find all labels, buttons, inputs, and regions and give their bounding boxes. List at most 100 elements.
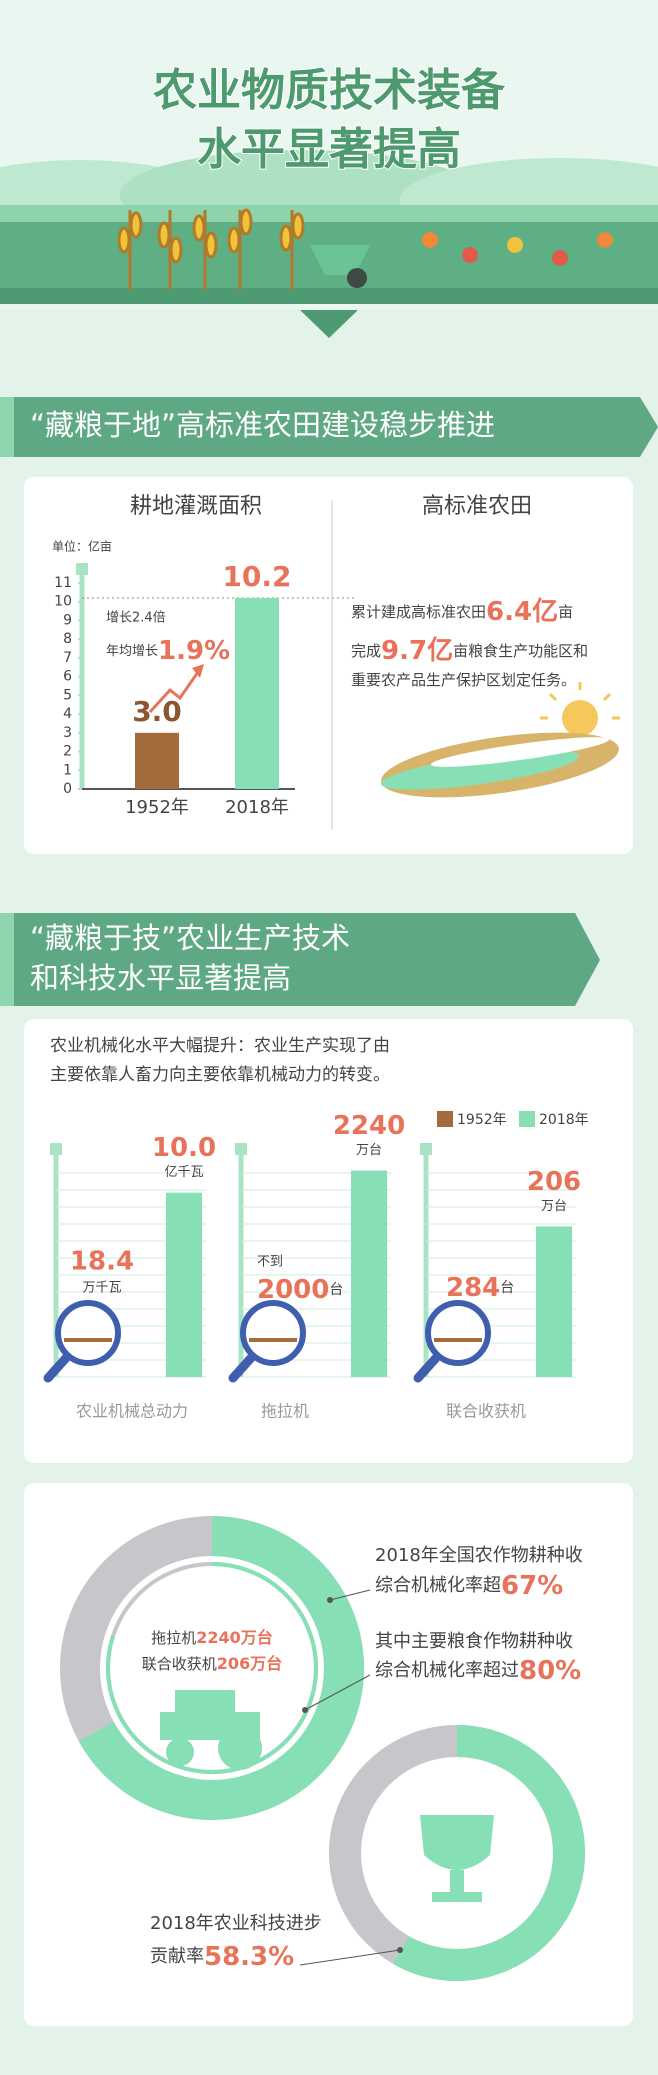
ring-caption: 2018年农业科技进步	[150, 1913, 322, 1934]
trophy-icon	[420, 1815, 494, 1902]
value-label: 2000台	[257, 1275, 343, 1305]
panel-label: 农业机械总动力	[76, 1402, 188, 1421]
text-part: 综合机械化率超过	[375, 1660, 519, 1681]
text-part: 重要农产品生产保护区划定任务。	[351, 671, 576, 689]
leader-dot	[397, 1947, 403, 1953]
y-tick-label: 0	[63, 781, 72, 797]
value-label: 3.0	[132, 695, 182, 728]
value-label: 2240	[333, 1111, 405, 1141]
header-scenery	[0, 0, 658, 338]
text-part: 2240万台	[196, 1628, 273, 1647]
ring-caption: 综合机械化率超67%	[375, 1571, 563, 1601]
panel-title: 高标准农田	[422, 494, 532, 519]
text-part: 拖拉机	[151, 1629, 196, 1647]
x-tick-label: 2018年	[225, 797, 289, 818]
legend-label: 1952年	[457, 1112, 507, 1128]
bar	[536, 1226, 572, 1377]
page-title: 水平显著提高	[197, 124, 461, 175]
bar	[351, 1170, 387, 1377]
leader-line	[299, 1949, 401, 1966]
unit-label: 单位：亿亩	[52, 539, 112, 554]
ring-arc	[393, 1725, 585, 1981]
ring-caption: 2018年全国农作物耕种收	[375, 1545, 583, 1566]
text-part: 206万台	[217, 1654, 282, 1673]
value-label: 18.4	[70, 1247, 134, 1277]
leader-dot	[302, 1707, 308, 1713]
text-part: 年均增长	[106, 644, 158, 659]
axis-cap	[420, 1143, 432, 1155]
unit-label: 万千瓦	[82, 1281, 121, 1296]
annotation: 增长2.4倍	[106, 611, 166, 626]
intro-text: 农业机械化水平大幅提升：农业生产实现了由	[50, 1036, 390, 1056]
page-title: 农业物质技术装备	[153, 65, 506, 116]
value-label: 284台	[446, 1273, 514, 1303]
section-banner: 和科技水平显著提高	[30, 961, 291, 995]
magnifier-handle	[413, 1353, 441, 1383]
y-tick-label: 11	[54, 575, 72, 591]
farmland-text: 重要农产品生产保护区划定任务。	[351, 671, 576, 689]
magnifier-handle	[43, 1353, 71, 1383]
legend-swatch	[519, 1111, 535, 1127]
text-part: 贡献率	[150, 1946, 204, 1967]
y-tick-label: 8	[63, 631, 72, 647]
section-banner: “藏粮于技”农业生产技术	[30, 921, 350, 955]
text-part: 80%	[519, 1656, 581, 1686]
unit-label: 万台	[356, 1143, 382, 1158]
trend-arrowhead	[192, 664, 204, 678]
center-text: 联合收获机206万台	[142, 1654, 282, 1673]
text-part: 9.7亿	[381, 636, 453, 666]
leader-dot	[327, 1597, 333, 1603]
axis-cap	[235, 1143, 247, 1155]
magnifier-lens	[55, 1300, 121, 1366]
section-banner: “藏粮于地”高标准农田建设稳步推进	[30, 408, 495, 442]
text-part: 累计建成高标准农田	[351, 603, 486, 621]
value-label: 10.2	[222, 560, 291, 593]
value-label: 206	[527, 1167, 581, 1197]
text-part: 6.4亿	[486, 597, 558, 627]
center-text: 拖拉机2240万台	[151, 1628, 273, 1647]
y-tick-label: 5	[63, 687, 72, 703]
farmland-text: 完成9.7亿亩粮食生产功能区和	[351, 636, 588, 666]
magnifier-handle	[228, 1353, 256, 1383]
leader-line	[329, 1589, 371, 1601]
annotation: 年均增长1.9%	[106, 636, 230, 666]
trend-arrow	[148, 671, 200, 714]
text-part: 67%	[501, 1571, 563, 1601]
text-part: 1.9%	[158, 636, 230, 666]
y-tick-label: 1	[63, 762, 72, 778]
tractor-icon	[160, 1690, 262, 1770]
magnifier-lens	[240, 1300, 306, 1366]
y-tick-label: 3	[63, 725, 72, 741]
card	[24, 477, 633, 854]
text-part: 联合收获机	[142, 1655, 217, 1673]
magnifier-lens	[425, 1300, 491, 1366]
ring-arc	[106, 1562, 318, 1774]
bar	[135, 732, 179, 789]
y-tick-label: 7	[63, 650, 72, 666]
banner-shapes	[0, 397, 658, 1006]
leader-line	[304, 1674, 371, 1711]
text-part: 亩粮食生产功能区和	[453, 642, 588, 660]
x-tick-label: 1952年	[125, 797, 189, 818]
text-part: 284	[446, 1273, 500, 1303]
panel-label: 联合收获机	[446, 1402, 526, 1421]
y-tick-label: 2	[63, 744, 72, 760]
axis-cap	[76, 563, 88, 575]
text-part: 综合机械化率超	[375, 1575, 501, 1596]
bar	[166, 1192, 202, 1377]
field-illustration	[380, 682, 620, 798]
bar	[235, 597, 279, 789]
value-label: 10.0	[152, 1133, 216, 1163]
legend-swatch	[437, 1111, 453, 1127]
axis-cap	[50, 1143, 62, 1155]
text-part: 完成	[351, 642, 381, 660]
legend-label: 2018年	[539, 1112, 589, 1128]
text-part: 2000	[257, 1275, 329, 1305]
ring-caption: 综合机械化率超过80%	[375, 1656, 581, 1686]
unit-label: 万台	[541, 1199, 567, 1214]
ring-caption: 其中主要粮食作物耕种收	[375, 1631, 573, 1652]
ring-arc	[78, 1516, 364, 1820]
y-tick-label: 6	[63, 669, 72, 685]
